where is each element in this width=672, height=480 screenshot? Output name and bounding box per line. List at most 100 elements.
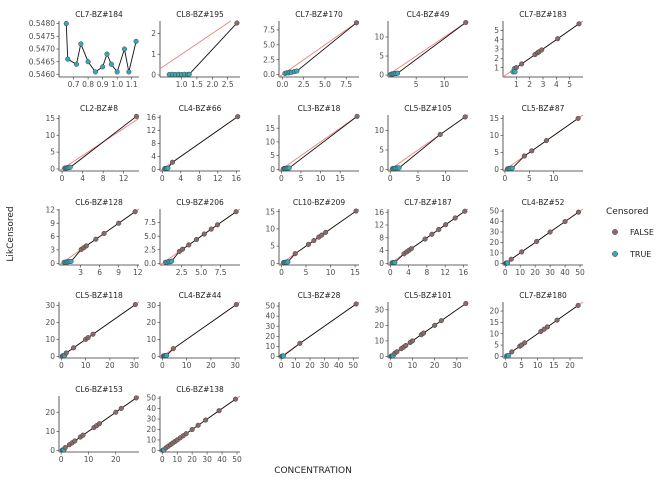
y-tick-label: 0.5480 xyxy=(29,19,55,28)
x-tick-label: 1.5 xyxy=(191,80,203,89)
facet-title: CL7-BZ#187 xyxy=(404,198,452,207)
point-censored-false xyxy=(62,445,68,451)
point-censored-false xyxy=(297,340,303,346)
facet-panel: CL5-BZ#105 0 5 10 0 5 10 xyxy=(374,104,469,183)
x-tick-label: 20 xyxy=(105,361,115,370)
x-tick-label: 0 xyxy=(388,268,393,277)
y-tick-label: 10 xyxy=(374,336,384,345)
facet-panel: CL5-BZ#101 0 10 20 30 0 10 20 30 xyxy=(374,291,469,370)
legend-title: Censored xyxy=(606,207,648,217)
point-censored-false xyxy=(170,346,176,352)
point-censored-false xyxy=(544,324,550,330)
point-censored-false xyxy=(534,238,540,244)
y-tick-label: 10 xyxy=(374,33,384,42)
y-tick-label: 0 xyxy=(494,165,499,174)
y-tick-label: 3 xyxy=(50,245,55,254)
y-tick-label: 16 xyxy=(374,208,384,217)
y-tick-label: 15 xyxy=(489,114,499,123)
point-censored-false xyxy=(354,113,360,119)
y-tick-label: 10 xyxy=(45,335,55,344)
x-tick-label: 5 xyxy=(304,268,309,277)
x-tick-label: 8 xyxy=(424,268,429,277)
point-censored-false xyxy=(133,395,139,401)
point-censored-false xyxy=(539,47,545,53)
x-tick-label: 5 xyxy=(414,80,419,89)
y-tick-label: 5 xyxy=(379,146,384,155)
point-censored-false xyxy=(233,302,239,308)
y-tick-label: 12 xyxy=(45,205,55,214)
facet-title: CL4-BZ#52 xyxy=(522,198,565,207)
x-tick-label: 2.5 xyxy=(176,268,188,277)
y-tick-label: 0 xyxy=(270,259,275,268)
x-tick-label: 1 xyxy=(514,80,519,89)
y-tick-label: 12 xyxy=(374,221,384,230)
x-tick-label: 0 xyxy=(59,455,64,464)
fit-line xyxy=(64,211,136,263)
x-tick-label: 40 xyxy=(334,361,344,370)
x-tick-label: 10 xyxy=(533,361,543,370)
y-tick-label: 0.0 xyxy=(144,259,156,268)
point-censored-false xyxy=(436,226,442,233)
point-censored-true xyxy=(126,69,132,75)
y-tick-label: 16 xyxy=(146,113,156,122)
point-censored-false xyxy=(169,159,176,165)
x-tick-label: 0 xyxy=(160,174,165,183)
y-tick-label: 5.0 xyxy=(263,40,275,49)
y-tick-label: 0 xyxy=(379,259,384,268)
y-tick-label: 0 xyxy=(50,259,55,268)
x-tick-label: 0 xyxy=(279,174,284,183)
x-tick-label: 30 xyxy=(320,361,330,370)
y-tick-label: 1 xyxy=(151,50,156,59)
x-tick-label: 16 xyxy=(232,174,242,183)
x-tick-label: 40 xyxy=(560,268,570,277)
x-tick-label: 0.0 xyxy=(276,80,288,89)
y-tick-label: 10 xyxy=(45,427,55,436)
x-tick-label: 8 xyxy=(101,174,106,183)
point-censored-false xyxy=(429,231,435,237)
x-tick-label: 20 xyxy=(206,361,216,370)
point-censored-false xyxy=(132,302,138,308)
point-censored-true xyxy=(63,21,69,27)
y-tick-label: 0 xyxy=(494,259,499,268)
facet-title: CL6-BZ#138 xyxy=(176,385,224,394)
y-tick-label: 0.5475 xyxy=(29,32,55,41)
point-censored-false xyxy=(85,335,91,341)
x-tick-label: 12 xyxy=(213,174,223,183)
x-tick-label: 5 xyxy=(416,174,421,183)
facet-title: CL5-BZ#87 xyxy=(522,104,565,113)
facet-title: CL3-BZ#28 xyxy=(298,291,341,300)
y-tick-label: 0 xyxy=(379,352,384,361)
point-censored-false xyxy=(509,349,515,355)
facet-title: CL3-BZ#18 xyxy=(298,104,341,113)
point-censored-false xyxy=(576,21,582,27)
point-censored-true xyxy=(396,165,402,171)
y-tick-label: 0 xyxy=(151,165,156,174)
identity-line xyxy=(278,114,360,172)
point-censored-false xyxy=(234,20,240,26)
y-tick-label: 15 xyxy=(265,124,275,133)
y-tick-label: 0 xyxy=(379,71,384,80)
facet-panel: CL8-BZ#195 1.0 1.5 2.0 2.5 0 1 2 xyxy=(151,10,240,89)
fit-line xyxy=(165,211,237,263)
x-tick-label: 10 xyxy=(515,268,525,277)
point-censored-true xyxy=(92,69,98,75)
y-tick-label: 0 xyxy=(151,446,156,455)
y-tick-label: 50 xyxy=(146,394,156,403)
x-tick-label: 4 xyxy=(178,174,183,183)
point-censored-true xyxy=(65,56,71,62)
identity-line xyxy=(387,20,469,76)
point-censored-false xyxy=(305,241,311,247)
facet-panel: CL2-BZ#8 0 4 8 12 0 5 10 15 xyxy=(45,104,140,183)
point-censored-false xyxy=(409,338,415,344)
point-censored-false xyxy=(519,249,525,255)
x-tick-label: 50 xyxy=(348,361,358,370)
point-censored-true xyxy=(395,70,401,76)
facet-title: CL10-BZ#209 xyxy=(293,198,346,207)
point-censored-false xyxy=(195,422,201,428)
point-censored-false xyxy=(547,229,553,235)
point-censored-false xyxy=(235,114,241,120)
y-tick-label: 20 xyxy=(265,332,275,341)
point-censored-true xyxy=(85,59,91,65)
point-censored-false xyxy=(422,236,428,242)
point-censored-false xyxy=(116,220,122,226)
